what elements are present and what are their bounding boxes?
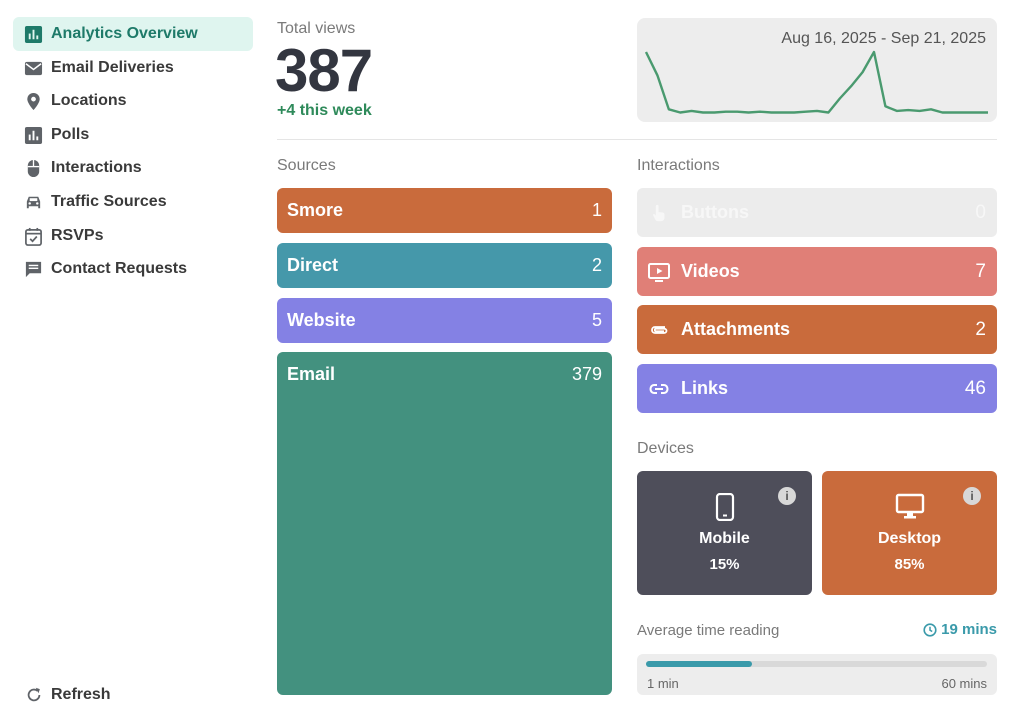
message-icon (24, 260, 43, 279)
total-views-value: 387 (275, 37, 373, 104)
interaction-attachments[interactable]: Attachments 2 (637, 305, 997, 354)
info-icon[interactable]: i (778, 487, 796, 505)
total-views-label: Total views (277, 20, 356, 37)
link-icon (648, 378, 670, 400)
sidebar-item-email-deliveries[interactable]: Email Deliveries (13, 51, 253, 85)
refresh-label: Refresh (51, 686, 111, 703)
interaction-name: Attachments (681, 319, 791, 339)
sparkline-series-line (644, 50, 988, 114)
source-name: Smore (287, 200, 344, 220)
interaction-value: 2 (975, 318, 986, 340)
envelope-icon (24, 59, 43, 78)
sidebar-item-label: Locations (51, 92, 127, 109)
sidebar-item-label: Contact Requests (51, 260, 188, 277)
devices-label: Devices (637, 440, 694, 457)
sources-label: Sources (277, 157, 336, 174)
interaction-value: 0 (975, 201, 986, 223)
source-value: 379 (571, 364, 602, 384)
reading-progress-track (646, 661, 987, 667)
section-divider (277, 139, 997, 140)
source-bar-smore[interactable]: Smore 1 (277, 188, 612, 233)
views-sparkline (644, 50, 988, 114)
device-name: Desktop (877, 530, 942, 547)
info-icon[interactable]: i (963, 487, 981, 505)
sidebar-item-label: Polls (51, 126, 90, 143)
sidebar-item-label: Analytics Overview (51, 25, 198, 42)
sidebar-item-traffic-sources[interactable]: Traffic Sources (13, 185, 253, 219)
paperclip-icon (648, 319, 670, 341)
sidebar-item-label: RSVPs (51, 227, 104, 244)
poll-icon (24, 126, 43, 145)
refresh-icon (24, 686, 43, 705)
source-bar-direct[interactable]: Direct 2 (277, 243, 612, 288)
date-range: Aug 16, 2025 - Sep 21, 2025 (781, 30, 986, 47)
interaction-name: Buttons (681, 202, 749, 222)
bar-chart-icon (24, 25, 43, 44)
average-time-reading-label: Average time reading (637, 622, 780, 639)
mobile-phone-icon (637, 493, 812, 521)
device-card-mobile: i Mobile 15% (637, 471, 812, 595)
source-value: 2 (591, 255, 602, 275)
reading-time-card: 1 min 60 mins (637, 654, 997, 695)
car-icon (24, 193, 43, 212)
sidebar-item-label: Traffic Sources (51, 193, 167, 210)
sidebar-item-rsvps[interactable]: RSVPs (13, 219, 253, 253)
source-name: Email (287, 364, 336, 384)
device-percent: 15% (709, 556, 740, 573)
source-value: 1 (591, 200, 602, 220)
source-bar-website[interactable]: Website 5 (277, 298, 612, 343)
sidebar-item-locations[interactable]: Locations (13, 84, 253, 118)
sidebar-item-polls[interactable]: Polls (13, 118, 253, 152)
interaction-links[interactable]: Links 46 (637, 364, 997, 413)
sidebar-item-interactions[interactable]: Interactions (13, 151, 253, 185)
refresh-button[interactable]: Refresh (13, 678, 111, 712)
source-bar-email[interactable]: Email 379 (277, 352, 612, 695)
reading-max-label: 60 mins (941, 676, 987, 691)
sidebar-item-label: Interactions (51, 159, 142, 176)
interaction-name: Videos (681, 261, 740, 281)
sidebar-item-analytics-overview[interactable]: Analytics Overview (13, 17, 253, 51)
reading-progress-fill (646, 661, 752, 667)
sidebar-nav: Analytics Overview Email Deliveries Loca… (0, 0, 262, 727)
pointer-hand-icon (648, 202, 670, 224)
interactions-label: Interactions (637, 157, 720, 174)
sidebar-item-label: Email Deliveries (51, 59, 174, 76)
interaction-videos[interactable]: Videos 7 (637, 247, 997, 296)
device-card-desktop: i Desktop 85% (822, 471, 997, 595)
reading-time-text: 19 mins (941, 621, 997, 638)
interaction-buttons[interactable]: Buttons 0 (637, 188, 997, 237)
views-sparkline-card: Aug 16, 2025 - Sep 21, 2025 (637, 18, 997, 122)
map-pin-icon (24, 92, 43, 111)
device-name: Mobile (699, 530, 750, 547)
desktop-monitor-icon (822, 493, 997, 521)
sidebar-item-contact-requests[interactable]: Contact Requests (13, 252, 253, 286)
interaction-value: 46 (964, 377, 986, 399)
mouse-icon (24, 159, 43, 178)
device-percent: 85% (894, 556, 925, 573)
source-name: Website (287, 310, 356, 330)
average-time-reading-value: 19 mins (923, 621, 997, 638)
calendar-check-icon (24, 227, 43, 246)
source-value: 5 (591, 310, 602, 330)
video-icon (648, 261, 670, 283)
clock-icon (923, 622, 937, 637)
interaction-value: 7 (975, 260, 986, 282)
interaction-name: Links (681, 378, 729, 398)
reading-min-label: 1 min (647, 676, 679, 691)
source-name: Direct (287, 255, 339, 275)
total-views-change: +4 this week (277, 102, 372, 119)
